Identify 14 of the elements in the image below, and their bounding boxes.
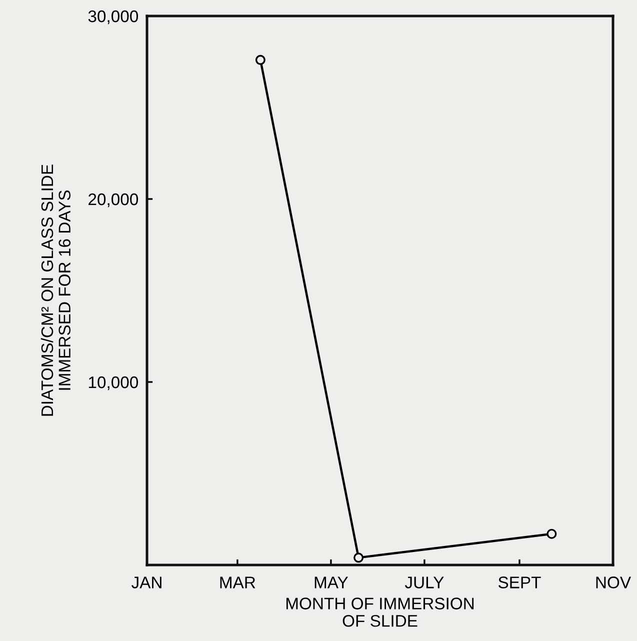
- x-axis-title: MONTH OF IMMERSION OF SLIDE: [286, 598, 474, 627]
- y-tick-label: 20,000: [88, 193, 138, 208]
- point: [255, 54, 266, 65]
- x-tick-label: SEPT: [498, 576, 541, 588]
- y-axis-title: DIATOMS/CM² ON GLASS SLIDE IMMERSED FOR 16 DAYS: [40, 164, 71, 416]
- x-tick-label: JAN: [132, 576, 162, 588]
- x-tick-label: MAY: [314, 576, 348, 588]
- point: [546, 528, 557, 539]
- y-tick-label: 30,000: [88, 10, 138, 24]
- point: [354, 552, 364, 563]
- x-tick-label: MAR: [220, 576, 256, 588]
- y-tick-label: 10,000: [88, 376, 138, 390]
- x-tick-label: NOV: [596, 576, 631, 588]
- x-tick-label: JULY: [404, 576, 444, 588]
